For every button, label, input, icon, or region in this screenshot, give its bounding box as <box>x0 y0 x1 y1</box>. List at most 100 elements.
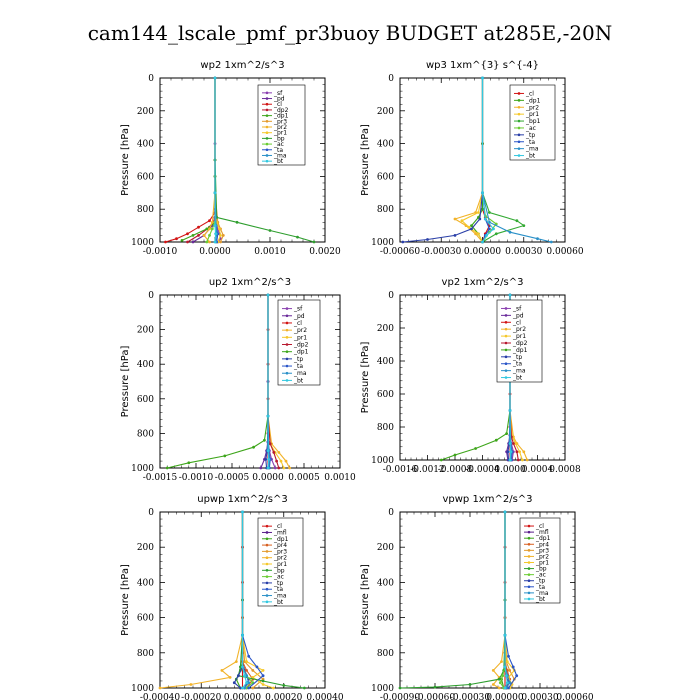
legend-label: _ma <box>273 593 287 600</box>
legend-marker <box>265 120 269 123</box>
series-line-bt <box>214 78 217 243</box>
legend-label: _pr3 <box>535 547 549 554</box>
legend-marker <box>527 549 531 552</box>
series-point <box>214 232 218 236</box>
series-point <box>243 660 247 663</box>
legend-label: _pr3 <box>273 548 287 555</box>
x-tick-label: 0.00000 <box>464 247 501 257</box>
legend-label: _ta <box>535 584 545 591</box>
series-point <box>237 674 240 678</box>
y-tick-label: 200 <box>377 543 394 553</box>
legend-label: _ma <box>273 152 287 159</box>
legend-label: _bt <box>293 377 304 384</box>
series-point <box>210 220 214 224</box>
legend-marker <box>504 355 508 359</box>
x-tick-label: 0.0020 <box>309 247 341 257</box>
y-tick-label: 800 <box>137 429 154 439</box>
series-point <box>282 466 286 470</box>
series-point <box>491 669 495 672</box>
series-point <box>277 451 281 454</box>
y-axis-label: Pressure [hPa] <box>360 564 371 636</box>
series-point <box>247 686 251 690</box>
legend-marker <box>527 585 531 589</box>
series-point <box>164 240 167 244</box>
y-tick-label: 1000 <box>371 456 394 466</box>
series-point <box>303 686 306 690</box>
panel-title: vp2 1xm^2/s^3 <box>442 277 524 288</box>
legend-label: _cl <box>293 320 302 327</box>
y-tick-label: 800 <box>377 423 394 433</box>
legend-marker <box>517 126 521 130</box>
series-point <box>208 227 211 231</box>
legend: _sf_pd_cl_pr2_pr1_dp2_dp1_tp_ta_ma_bt <box>277 299 321 386</box>
x-tick-label: 0.0010 <box>324 473 356 483</box>
y-tick-label: 400 <box>137 140 154 150</box>
y-tick-label: 200 <box>137 107 154 117</box>
x-tick-label: -0.00040 <box>140 693 181 700</box>
series-point <box>175 237 178 241</box>
legend-label: _dp1 <box>525 97 541 104</box>
legend-marker <box>527 597 531 601</box>
x-tick-label: -0.0008 <box>438 465 473 475</box>
y-tick-label: 0 <box>388 74 394 84</box>
series-point <box>239 665 242 669</box>
legend-label: _sf <box>293 306 303 313</box>
legend-marker <box>504 362 508 366</box>
series-point <box>245 674 249 678</box>
series-point <box>485 234 488 237</box>
series-point <box>165 466 169 470</box>
legend-marker <box>285 357 289 361</box>
legend-marker <box>285 379 289 382</box>
legend: _cl_mfl_dp1_pr4_pr3_pr2_pr1_bp_ac_tp_ta_… <box>257 517 304 607</box>
x-tick-label: 0.00030 <box>505 247 542 257</box>
series-point <box>474 447 477 450</box>
legend-label: _ac <box>273 141 284 148</box>
series-point <box>191 234 195 237</box>
series-point <box>261 679 265 683</box>
legend-label: _dp1 <box>535 535 551 542</box>
legend-marker <box>285 336 289 339</box>
series-point <box>264 458 268 461</box>
y-tick-label: 400 <box>137 360 154 370</box>
series-line-pr2 <box>203 78 216 243</box>
legend-marker <box>504 314 508 317</box>
legend-label: _ta <box>273 586 283 593</box>
legend-marker <box>265 594 269 597</box>
series-point <box>272 451 276 454</box>
legend-label: _dp2 <box>273 107 289 114</box>
chart-panel-0: wp2 1xm^2/s^3 Pressure [hPa] 0 200 400 600 800… <box>120 60 341 257</box>
series-point <box>522 224 526 228</box>
legend-marker <box>504 376 508 379</box>
series-point <box>508 409 512 412</box>
legend-label: _pr1 <box>273 130 287 137</box>
series-point <box>272 686 275 690</box>
y-tick-label: 600 <box>377 390 394 400</box>
x-tick-label: -0.00020 <box>181 693 222 700</box>
legend-marker <box>285 314 289 318</box>
series-line-dp2 <box>187 78 216 243</box>
legend-marker <box>527 530 531 534</box>
y-tick-label: 400 <box>137 578 154 588</box>
legend-marker <box>265 108 269 112</box>
series-point <box>521 458 524 462</box>
series-point <box>197 225 200 229</box>
legend-marker <box>504 334 508 338</box>
series-point <box>235 220 239 224</box>
legend-label: _tp <box>525 132 535 139</box>
series-point <box>515 674 519 678</box>
legend-marker <box>265 114 269 117</box>
y-tick-label: 1000 <box>371 684 394 694</box>
series-point <box>508 293 512 297</box>
series-point <box>503 510 507 514</box>
legend-label: _pr1 <box>535 560 549 567</box>
legend-label: _ma <box>535 590 549 597</box>
series-point <box>205 240 209 244</box>
x-tick-label: 0.00060 <box>546 247 583 257</box>
x-tick-label: 0.0000 <box>199 247 231 257</box>
legend-label: _pr1 <box>293 334 307 341</box>
legend-marker <box>527 573 531 576</box>
legend-label: _bp1 <box>525 118 541 125</box>
series-point <box>398 686 402 690</box>
series-point <box>500 660 503 663</box>
